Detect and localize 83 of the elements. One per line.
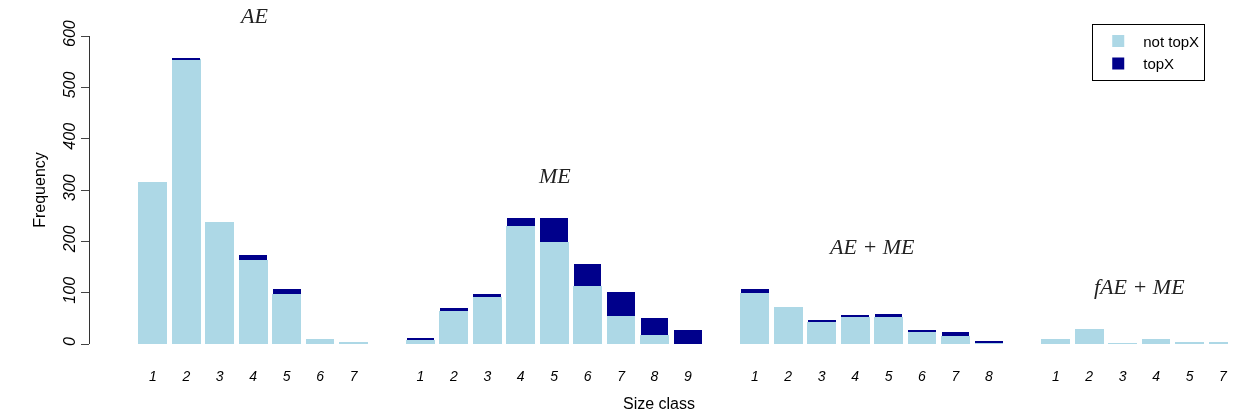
bar <box>539 242 569 344</box>
bar <box>1141 338 1171 344</box>
bar <box>439 308 468 311</box>
bar <box>138 182 168 344</box>
bar <box>773 306 803 344</box>
bar <box>840 317 870 344</box>
annotation: AE + ME <box>828 234 916 259</box>
bar <box>907 331 937 344</box>
bar <box>640 318 669 335</box>
y-axis-title: Frequency <box>31 152 49 228</box>
x-axis-title: Size class <box>622 394 696 412</box>
x-tick-label: 6 <box>316 368 325 384</box>
y-tick-label: 300 <box>60 174 78 201</box>
bar <box>406 339 435 344</box>
x-tick-label: 8 <box>985 368 993 384</box>
bar <box>472 296 502 344</box>
bar <box>406 337 435 340</box>
x-tick-label: 6 <box>583 368 592 384</box>
x-tick-label: 7 <box>951 368 961 384</box>
bar <box>874 317 903 344</box>
bar <box>640 334 669 344</box>
bar <box>506 218 535 226</box>
bar <box>205 221 235 344</box>
bar <box>740 292 770 344</box>
x-tick-label: 5 <box>884 368 893 384</box>
x-tick-label: 1 <box>1051 368 1060 384</box>
x-tick-label: 3 <box>1118 368 1127 384</box>
x-tick-label: 2 <box>1084 368 1094 384</box>
bar <box>874 314 903 318</box>
bar <box>171 59 201 344</box>
y-tick-label: 0 <box>60 337 78 347</box>
y-tick-label: 500 <box>60 71 78 99</box>
bar <box>607 291 635 316</box>
y-tick-label: 200 <box>60 225 78 254</box>
x-tick-label: 3 <box>215 368 224 384</box>
bar <box>573 285 602 344</box>
bar <box>272 294 302 344</box>
y-tick-label: 400 <box>60 122 78 150</box>
bar <box>941 335 970 344</box>
x-tick-label: 4 <box>516 368 525 384</box>
x-tick-label: 1 <box>750 368 759 384</box>
x-tick-label: 4 <box>1152 368 1161 384</box>
legend-label: topX <box>1143 55 1175 73</box>
x-tick-label: 1 <box>416 368 425 384</box>
legend-label: not topX <box>1143 32 1200 50</box>
x-tick-label: 7 <box>1219 368 1229 384</box>
y-tick-label: 100 <box>60 276 78 304</box>
x-tick-label: 7 <box>349 368 359 384</box>
x-tick-label: 3 <box>483 368 492 384</box>
bar <box>740 288 769 293</box>
bar <box>238 260 268 344</box>
x-tick-label: 1 <box>148 368 157 384</box>
x-tick-label: 6 <box>918 368 927 384</box>
bar <box>506 225 536 344</box>
bar <box>305 338 335 344</box>
bar <box>1074 328 1104 344</box>
x-tick-label: 2 <box>783 368 793 384</box>
bar <box>1041 338 1071 344</box>
x-tick-label: 2 <box>448 368 458 384</box>
x-tick-label: 3 <box>817 368 826 384</box>
x-tick-label: 4 <box>249 368 258 384</box>
x-tick-label: 5 <box>1185 368 1194 384</box>
bar <box>841 315 870 318</box>
bar <box>439 310 469 344</box>
x-tick-label: 7 <box>617 368 627 384</box>
x-tick-label: 9 <box>684 368 693 384</box>
bar <box>674 330 702 344</box>
bar <box>807 321 837 344</box>
annotation: fAE + ME <box>1094 274 1186 299</box>
x-tick-label: 2 <box>181 368 191 384</box>
x-tick-label: 5 <box>550 368 559 384</box>
x-tick-label: 5 <box>282 368 291 384</box>
bar <box>573 264 602 286</box>
bar <box>239 255 268 261</box>
y-tick-label: 600 <box>60 20 78 47</box>
bar <box>540 218 569 243</box>
annotation: ME <box>538 163 572 188</box>
x-tick-label: 4 <box>851 368 860 384</box>
bar <box>473 293 502 297</box>
text: AE <box>239 3 269 28</box>
bar <box>606 315 636 344</box>
x-tick-label: 8 <box>650 368 659 384</box>
bar <box>941 331 970 336</box>
